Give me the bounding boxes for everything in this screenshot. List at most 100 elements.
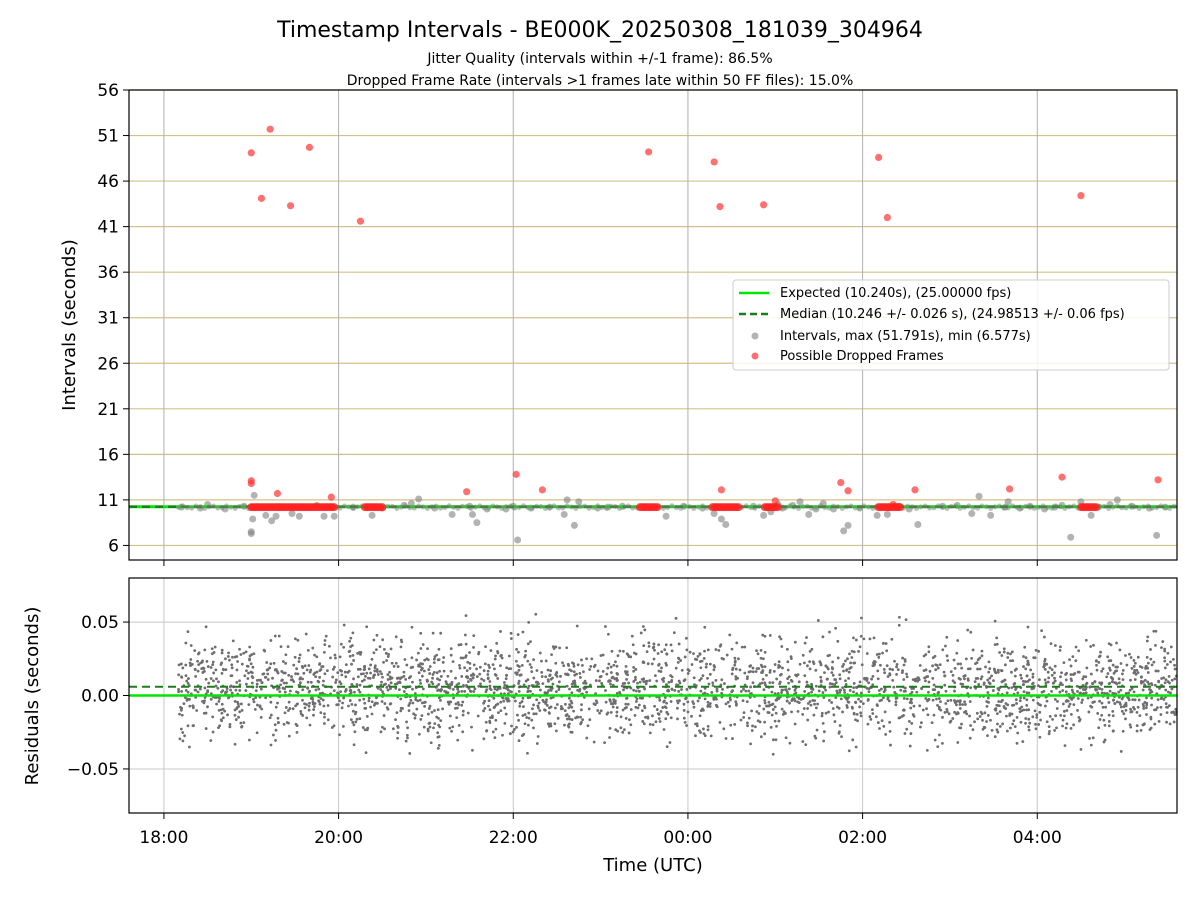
residual-point — [751, 681, 755, 685]
residual-point — [847, 749, 851, 753]
residual-point — [1024, 680, 1028, 684]
residual-point — [315, 670, 319, 674]
residual-point — [663, 648, 667, 652]
residual-point — [905, 675, 909, 679]
residual-point — [550, 653, 553, 657]
residual-point — [891, 678, 895, 682]
interval-point — [796, 505, 802, 511]
residual-point — [665, 701, 668, 705]
intervals-y-tick-label: 21 — [97, 400, 119, 420]
residual-point — [1086, 696, 1090, 700]
residual-point — [1136, 671, 1140, 675]
residual-point — [294, 704, 297, 708]
residual-point — [307, 704, 311, 708]
residual-point — [728, 704, 732, 708]
interval-point — [219, 505, 225, 511]
residual-point — [817, 689, 821, 693]
residual-point — [1061, 718, 1065, 722]
residual-point — [1012, 682, 1016, 686]
residual-point — [820, 711, 824, 715]
residual-point — [897, 623, 901, 627]
residual-point — [536, 735, 540, 738]
residual-point — [670, 679, 674, 682]
residual-point — [801, 712, 805, 716]
residual-point — [888, 729, 892, 733]
residual-point — [1142, 723, 1146, 727]
residual-point — [847, 670, 851, 674]
residual-point — [1135, 729, 1139, 733]
residual-point — [793, 699, 797, 703]
residual-point — [877, 689, 881, 692]
residual-point — [349, 645, 353, 649]
residual-point — [746, 721, 749, 725]
residual-point — [399, 706, 403, 710]
residual-point — [973, 680, 977, 683]
residual-point — [178, 712, 181, 716]
residual-point — [768, 634, 772, 637]
interval-point — [437, 505, 443, 511]
residual-point — [903, 686, 907, 690]
residual-point — [544, 675, 548, 679]
residual-point — [937, 697, 941, 700]
residual-point — [343, 670, 347, 674]
residual-point — [448, 686, 452, 690]
residual-point — [1128, 723, 1132, 727]
residual-point — [889, 743, 892, 747]
residual-point — [1146, 635, 1150, 639]
residual-point — [370, 712, 374, 716]
residual-point — [724, 702, 728, 706]
residual-point — [1010, 670, 1013, 674]
residual-point — [295, 724, 299, 728]
residual-point — [1098, 687, 1101, 690]
residual-point — [344, 663, 348, 667]
residual-point — [529, 640, 532, 644]
residual-point — [1121, 672, 1124, 676]
interval-point — [1005, 505, 1011, 511]
residual-point — [1172, 711, 1176, 714]
residual-point — [868, 715, 872, 718]
residual-point — [338, 655, 342, 659]
residual-point — [731, 737, 734, 740]
residual-point — [980, 675, 984, 679]
residual-point — [585, 657, 588, 661]
residual-point — [612, 663, 616, 667]
residual-point — [652, 642, 656, 646]
residual-point — [503, 683, 507, 687]
residual-point — [1025, 698, 1029, 702]
residual-point — [336, 691, 339, 695]
residual-point — [1072, 703, 1076, 707]
residual-point — [358, 690, 362, 694]
residual-point — [329, 656, 332, 660]
residual-point — [945, 710, 949, 713]
interval-point — [330, 512, 338, 520]
interval-point — [563, 496, 571, 504]
residual-point — [321, 683, 325, 687]
residual-point — [1150, 663, 1154, 667]
residual-point — [432, 661, 436, 665]
residual-point — [686, 710, 690, 714]
interval-point — [752, 505, 758, 511]
residual-point — [411, 701, 415, 705]
residual-point — [1107, 719, 1111, 723]
residual-point — [523, 722, 527, 726]
interval-point — [699, 503, 705, 509]
residual-point — [699, 666, 703, 670]
residual-point — [1137, 698, 1141, 702]
residual-point — [993, 619, 997, 623]
residual-point — [690, 663, 694, 666]
intervals-y-tick-label: 16 — [97, 445, 119, 465]
intervals-y-tick-label: 31 — [97, 309, 119, 329]
residual-point — [484, 645, 487, 649]
residual-point — [569, 730, 573, 734]
residual-point — [1078, 719, 1081, 723]
interval-point — [625, 503, 631, 509]
interval-point — [499, 506, 505, 512]
residual-point — [209, 677, 213, 680]
residual-point — [773, 663, 777, 666]
residual-point — [651, 646, 655, 650]
residual-point — [351, 631, 355, 635]
residual-point — [632, 680, 636, 683]
residual-point — [1108, 666, 1111, 670]
residual-point — [588, 683, 592, 687]
residual-point — [496, 677, 500, 680]
